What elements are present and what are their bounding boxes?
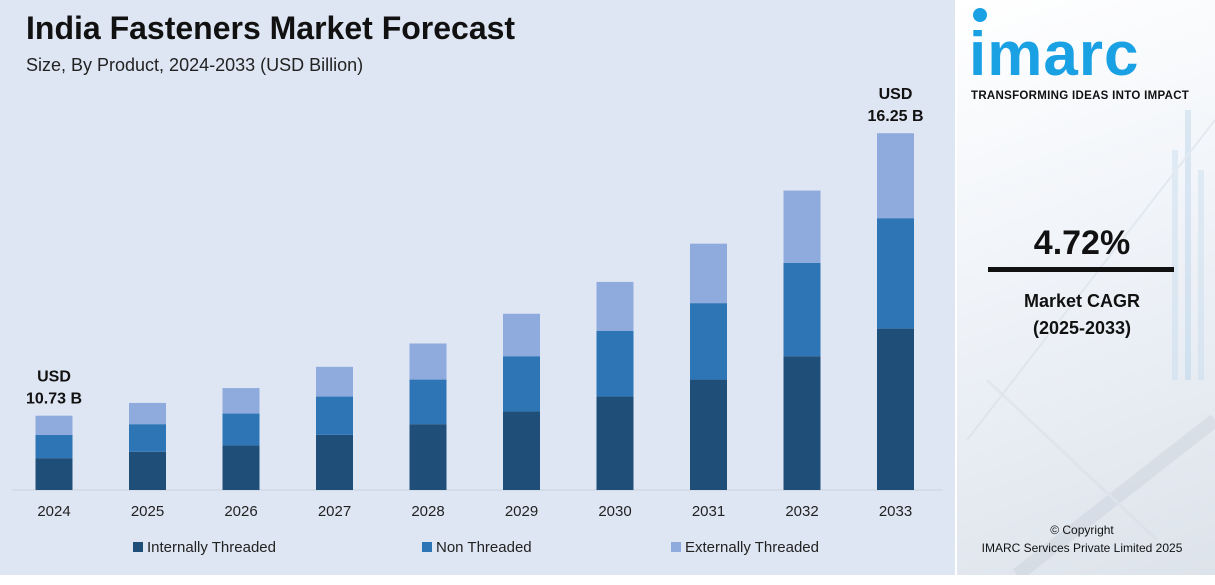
x-tick-label: 2026 (224, 503, 257, 520)
logo-wordmark: imarc (969, 20, 1140, 89)
x-tick-label: 2024 (37, 503, 70, 520)
bar-2032-non-threaded (783, 262, 821, 357)
x-tick-label: 2032 (785, 503, 818, 520)
chart-subtitle: Size, By Product, 2024-2033 (USD Billion… (26, 55, 364, 75)
bar-2024-externally-threaded (35, 415, 73, 435)
bar-2027-internally-threaded (316, 434, 353, 490)
x-tick-label: 2031 (692, 503, 725, 520)
bar-2025-non-threaded (129, 424, 166, 452)
x-tick-label: 2030 (598, 503, 631, 520)
bar-2030-externally-threaded (596, 281, 634, 331)
total-value-label: USD (879, 86, 913, 103)
bar-2026-externally-threaded (222, 388, 260, 414)
stacked-bar-chart: 2024 2025 2026 2027 2028 2029 2030 2031 2032 2033… (12, 86, 943, 556)
bar-2028-non-threaded (409, 379, 447, 425)
legend-label-2: Externally Threaded (685, 539, 819, 556)
bar-2031-externally-threaded (690, 243, 727, 304)
bar-2028-internally-threaded (409, 424, 447, 490)
bar-2030-non-threaded (596, 330, 634, 397)
legend-swatch-1 (422, 542, 432, 552)
cagr-label-line-1: Market CAGR (1023, 291, 1141, 311)
bar-2031-non-threaded (690, 303, 727, 380)
legend-swatch-2 (671, 542, 681, 552)
cagr-label: Market CAGR (2025-2033) (957, 288, 1207, 342)
copyright-line-1: © Copyright (1050, 523, 1114, 537)
bar-2029-externally-threaded (503, 313, 540, 357)
copyright-line-2: IMARC Services Private Limited 2025 (981, 541, 1183, 555)
bar-2029-non-threaded (503, 356, 540, 412)
bar-2032-internally-threaded (783, 356, 821, 490)
logo-tagline: TRANSFORMING IDEAS INTO IMPACT (971, 90, 1190, 102)
x-tick-label: 2025 (131, 503, 164, 520)
bar-2025-externally-threaded (129, 402, 166, 425)
x-tick-label: 2028 (411, 503, 444, 520)
bar-2028-externally-threaded (409, 343, 447, 380)
total-value-label: 16.25 B (867, 108, 923, 125)
bar-2024-non-threaded (35, 434, 73, 459)
cagr-value: 4.72% (1033, 224, 1131, 262)
cagr-divider (988, 267, 1174, 272)
background-chart-decoration (966, 110, 1215, 575)
bar-2031-internally-threaded (690, 379, 727, 490)
bar-2033-non-threaded (877, 218, 914, 329)
chart-title: India Fasteners Market Forecast (26, 10, 516, 46)
info-sidebar: imarc TRANSFORMING IDEAS INTO IMPACT 4.7… (957, 0, 1215, 575)
bar-2024-internally-threaded (35, 458, 73, 490)
x-tick-label: 2029 (505, 503, 538, 520)
bar-2027-non-threaded (316, 396, 353, 435)
x-tick-label: 2027 (318, 503, 351, 520)
bar-2026-non-threaded (222, 413, 260, 446)
logo-dot-icon (973, 8, 987, 22)
bar-2033-internally-threaded (877, 328, 914, 490)
legend-label-1: Non Threaded (436, 539, 532, 556)
total-value-label: USD (37, 369, 71, 386)
legend-swatch-0 (133, 542, 143, 552)
imarc-logo: imarc (969, 8, 1201, 108)
bar-2033-externally-threaded (877, 133, 914, 219)
bar-2027-externally-threaded (316, 366, 353, 397)
bar-2026-internally-threaded (222, 445, 260, 490)
bar-2025-internally-threaded (129, 451, 166, 490)
chart-panel: 2024 2025 2026 2027 2028 2029 2030 2031 2032 2033… (0, 0, 955, 575)
x-tick-label: 2033 (879, 503, 912, 520)
bar-2029-internally-threaded (503, 411, 540, 490)
legend-label-0: Internally Threaded (147, 539, 276, 556)
total-value-label: 10.73 B (26, 391, 82, 408)
bar-2030-internally-threaded (596, 396, 634, 490)
copyright-notice: © Copyright IMARC Services Private Limit… (957, 521, 1207, 557)
bar-2032-externally-threaded (783, 190, 821, 263)
cagr-label-line-2: (2025-2033) (1032, 318, 1132, 338)
